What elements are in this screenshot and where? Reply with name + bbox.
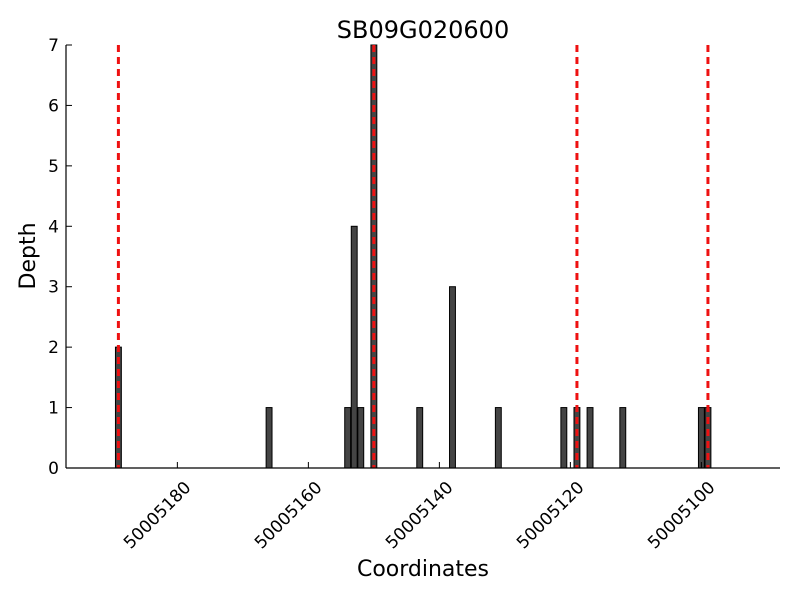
y-tick-label-7: 7 bbox=[48, 36, 59, 56]
x-ticks-layer: 50005180 50005160 50005140 50005120 50005100 bbox=[120, 462, 719, 553]
y-tick-label-4: 4 bbox=[48, 217, 59, 237]
y-tick-label-5: 5 bbox=[48, 157, 59, 177]
depth-bar-7 bbox=[449, 286, 456, 469]
depth-bar-9 bbox=[560, 407, 568, 469]
depth-bar-8 bbox=[494, 407, 502, 469]
bars-layer bbox=[114, 44, 712, 469]
x-tick-label-4: 50005100 bbox=[644, 478, 719, 553]
depth-bar-6 bbox=[416, 407, 424, 469]
x-tick-label-0: 50005180 bbox=[120, 478, 195, 553]
chart-title: SB09G020600 bbox=[337, 16, 509, 44]
x-axis-label: Coordinates bbox=[357, 557, 489, 582]
x-tick-label-3: 50005120 bbox=[513, 478, 588, 553]
y-ticks-layer: 0 1 2 3 4 5 6 7 bbox=[48, 36, 72, 479]
depth-bar-2 bbox=[344, 407, 352, 469]
x-tick-label-2: 50005140 bbox=[382, 478, 457, 553]
y-tick-label-1: 1 bbox=[48, 399, 59, 419]
markers-layer bbox=[116, 45, 710, 468]
y-tick-label-0: 0 bbox=[48, 459, 59, 479]
depth-bar-3 bbox=[350, 225, 358, 469]
depth-bar-13 bbox=[697, 407, 705, 469]
x-tick-label-1: 50005160 bbox=[251, 478, 326, 553]
depth-bar-1 bbox=[265, 407, 273, 469]
y-tick-label-3: 3 bbox=[48, 278, 59, 298]
axes-layer bbox=[65, 45, 780, 469]
y-tick-label-6: 6 bbox=[48, 96, 59, 116]
depth-bar-4 bbox=[357, 407, 365, 469]
y-tick-label-2: 2 bbox=[48, 338, 59, 358]
depth-bar-12 bbox=[619, 407, 627, 469]
y-axis-label: Depth bbox=[16, 222, 41, 289]
depth-bar-11 bbox=[586, 407, 594, 469]
